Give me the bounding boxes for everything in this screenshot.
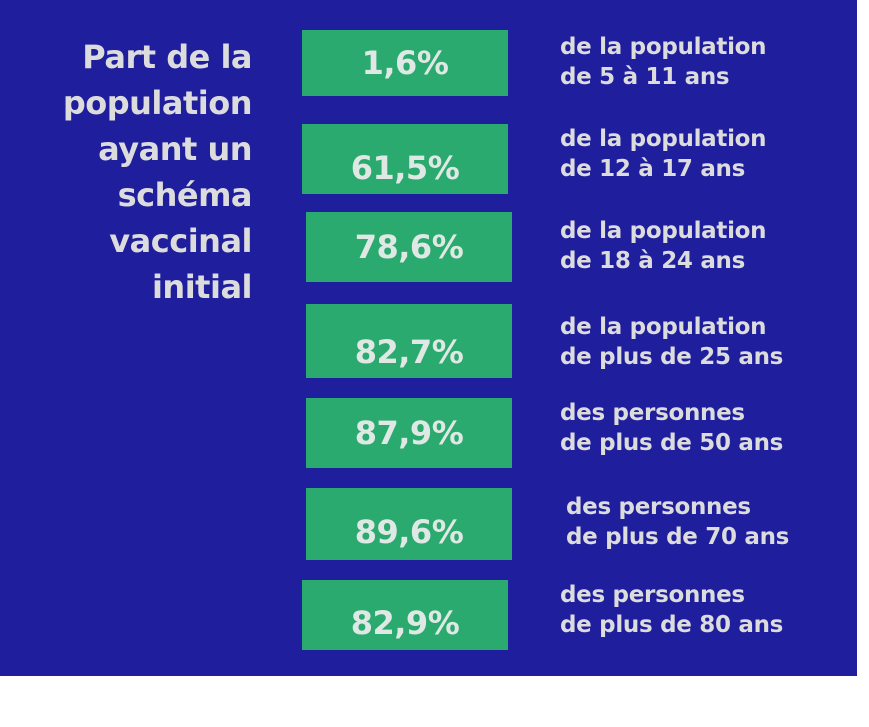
description-line: de la population: [560, 314, 767, 340]
percentage-value: 82,9%: [350, 604, 460, 642]
description-line: de la population: [560, 126, 767, 152]
population-description: de la population de 12 à 17 ans: [560, 124, 767, 184]
slide-panel: Part de la population ayant un schéma va…: [0, 0, 857, 676]
description-line: de 12 à 17 ans: [560, 156, 746, 182]
stat-row: 61,5% de la population de 12 à 17 ans: [0, 124, 857, 194]
percentage-box: 1,6%: [302, 30, 508, 96]
description-line: de la population: [560, 34, 767, 60]
stat-row: 1,6% de la population de 5 à 11 ans: [0, 30, 857, 100]
population-description: de la population de 18 à 24 ans: [560, 216, 767, 276]
percentage-value: 89,6%: [354, 513, 464, 551]
description-line: de plus de 50 ans: [560, 430, 784, 456]
percentage-box: 89,6%: [306, 488, 512, 560]
percentage-value: 61,5%: [350, 149, 460, 187]
description-line: de 5 à 11 ans: [560, 64, 730, 90]
heading-line: Part de la: [82, 38, 252, 76]
stat-row: 78,6% de la population de 18 à 24 ans: [0, 212, 857, 282]
population-description: de la population de plus de 25 ans: [560, 312, 783, 372]
stat-row: 89,6% des personnes de plus de 70 ans: [0, 488, 857, 560]
population-description: des personnes de plus de 70 ans: [566, 492, 789, 552]
heading-text: Part de la population ayant un schéma va…: [20, 34, 253, 310]
heading-line: schéma: [117, 176, 253, 214]
stat-row: 87,9% des personnes de plus de 50 ans: [0, 398, 857, 468]
percentage-value: 1,6%: [361, 44, 449, 82]
description-line: des personnes: [560, 400, 745, 426]
description-line: de 18 à 24 ans: [560, 248, 746, 274]
description-line: de plus de 25 ans: [560, 344, 784, 370]
percentage-value: 78,6%: [354, 228, 464, 266]
heading-line: population: [62, 84, 253, 122]
description-line: de plus de 80 ans: [560, 612, 784, 638]
percentage-box: 82,7%: [306, 304, 512, 378]
population-description: des personnes de plus de 80 ans: [560, 580, 783, 640]
stat-row: 82,9% des personnes de plus de 80 ans: [0, 580, 857, 650]
description-line: des personnes: [566, 494, 751, 520]
description-line: des personnes: [560, 582, 745, 608]
population-description: de la population de 5 à 11 ans: [560, 32, 767, 92]
description-line: de plus de 70 ans: [566, 524, 790, 550]
description-line: de la population: [560, 218, 767, 244]
percentage-box: 78,6%: [306, 212, 512, 282]
stat-row: 82,7% de la population de plus de 25 ans: [0, 304, 857, 378]
percentage-box: 61,5%: [302, 124, 508, 194]
heading-line: initial: [151, 268, 253, 306]
percentage-box: 82,9%: [302, 580, 508, 650]
percentage-box: 87,9%: [306, 398, 512, 468]
percentage-value: 87,9%: [354, 414, 464, 452]
population-description: des personnes de plus de 50 ans: [560, 398, 783, 458]
heading-line: ayant un: [98, 130, 252, 168]
heading-line: vaccinal: [109, 222, 252, 260]
percentage-value: 82,7%: [354, 333, 464, 371]
